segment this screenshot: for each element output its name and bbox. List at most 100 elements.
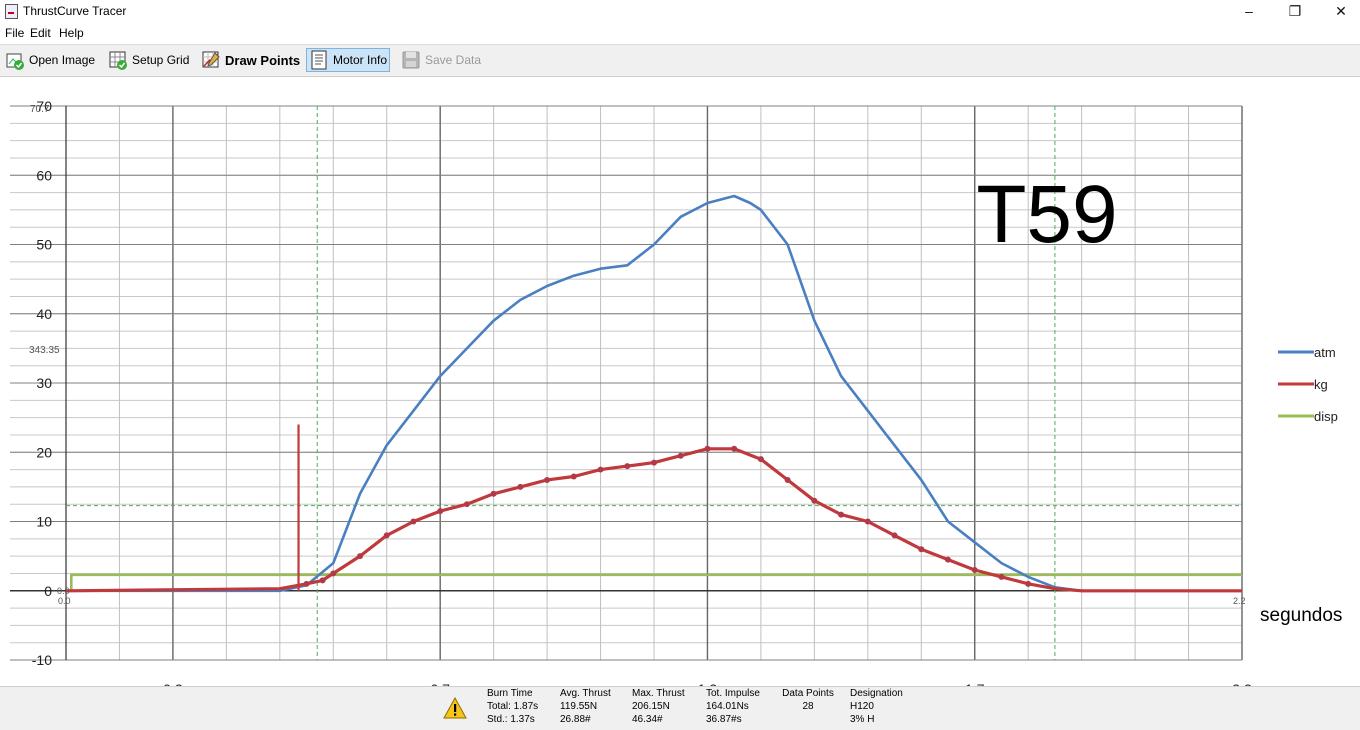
- open-image-button[interactable]: Open Image: [3, 48, 97, 72]
- motor-info-icon: [309, 50, 329, 70]
- data-point-kg[interactable]: [570, 473, 577, 480]
- motor-designation-label: T59: [976, 169, 1117, 260]
- close-button[interactable]: ✕: [1335, 3, 1347, 19]
- y-tick-label: 50: [36, 237, 52, 253]
- setup-grid-icon: [108, 50, 128, 70]
- scale-mid-value: 343.35: [29, 345, 60, 356]
- data-point-kg[interactable]: [330, 570, 337, 577]
- data-point-kg[interactable]: [784, 476, 791, 483]
- y-tick-label: 60: [36, 167, 52, 183]
- menu-edit[interactable]: Edit: [30, 26, 51, 40]
- data-point-kg[interactable]: [357, 553, 363, 560]
- data-point-kg[interactable]: [517, 483, 524, 490]
- save-data-button[interactable]: Save Data: [399, 48, 483, 72]
- data-point-kg[interactable]: [303, 580, 310, 587]
- app-icon: [5, 4, 18, 19]
- setup-grid-label: Setup Grid: [132, 53, 190, 67]
- data-point-kg[interactable]: [463, 501, 470, 508]
- legend-label-disp: disp: [1314, 409, 1338, 424]
- data-point-kg[interactable]: [811, 497, 818, 504]
- toolbar: Open Image Setup Grid Draw Points Motor …: [0, 44, 1360, 77]
- avg-thrust-total: 119.55N: [560, 701, 598, 712]
- origin-x-value: 0.0: [58, 596, 71, 606]
- setup-grid-button[interactable]: Setup Grid: [106, 48, 191, 72]
- designation-std: 3% H: [850, 714, 875, 725]
- y-tick-label: 20: [36, 444, 52, 460]
- y-tick-label: 0: [44, 583, 52, 599]
- burn-time-stat: Burn Time Total: 1.87s Std.: 1.37s: [487, 687, 538, 726]
- status-bar: Burn Time Total: 1.87s Std.: 1.37s Avg. …: [0, 686, 1360, 730]
- data-point-kg[interactable]: [651, 459, 657, 466]
- data-point-kg[interactable]: [490, 490, 497, 497]
- legend-label-kg: kg: [1314, 377, 1328, 392]
- menu-bar: File Edit Help: [0, 24, 1360, 42]
- max-thrust-label: Max. Thrust: [632, 688, 685, 699]
- data-point-kg[interactable]: [410, 518, 417, 525]
- save-data-label: Save Data: [425, 53, 482, 67]
- data-point-kg[interactable]: [838, 511, 845, 518]
- menu-help[interactable]: Help: [59, 26, 84, 40]
- data-point-kg[interactable]: [757, 456, 764, 463]
- tot-impulse-stat: Tot. Impulse 164.01Ns 36.87#s: [706, 687, 760, 726]
- tot-impulse-total: 164.01Ns: [706, 701, 749, 712]
- avg-thrust-std: 26.88#: [560, 714, 591, 725]
- draw-points-label: Draw Points: [225, 52, 301, 68]
- tot-impulse-label: Tot. Impulse: [706, 688, 760, 699]
- series-line-atm: [66, 194, 1242, 593]
- y-tick-label: 10: [36, 514, 52, 530]
- data-point-kg[interactable]: [677, 452, 684, 459]
- avg-thrust-stat: Avg. Thrust 119.55N 26.88#: [560, 687, 611, 726]
- open-image-icon: [5, 50, 25, 70]
- data-point-kg[interactable]: [864, 518, 871, 525]
- data-point-kg[interactable]: [891, 532, 898, 539]
- draw-points-icon: [201, 50, 221, 70]
- origin-y-value: 0.0: [57, 586, 70, 596]
- data-point-kg[interactable]: [544, 476, 551, 483]
- y-tick-label: 30: [36, 375, 52, 391]
- data-point-kg[interactable]: [731, 445, 738, 452]
- menu-file[interactable]: File: [5, 26, 25, 40]
- chart-grid: [10, 105, 1243, 661]
- x-axis-label: segundos: [1260, 605, 1342, 626]
- designation-label: Designation: [850, 688, 903, 699]
- draw-points-button[interactable]: Draw Points: [199, 48, 302, 72]
- motor-info-label: Motor Info: [333, 53, 388, 67]
- max-thrust-std: 46.34#: [632, 714, 663, 725]
- max-thrust-total: 206.15N: [632, 701, 670, 712]
- scale-top-value: 70.7: [30, 104, 50, 115]
- data-point-kg[interactable]: [597, 466, 604, 473]
- end-x-value: 2.2: [1233, 596, 1246, 606]
- warning-icon: [443, 697, 467, 719]
- data-point-kg[interactable]: [319, 577, 326, 584]
- data-point-kg[interactable]: [1025, 580, 1032, 587]
- designation-total: H120: [850, 701, 874, 712]
- open-image-label: Open Image: [29, 53, 96, 67]
- burn-time-total: Total: 1.87s: [487, 701, 539, 712]
- max-thrust-stat: Max. Thrust 206.15N 46.34#: [632, 687, 685, 726]
- maximize-button[interactable]: ❐: [1288, 3, 1302, 19]
- data-point-kg[interactable]: [945, 556, 951, 563]
- window-title: ThrustCurve Tracer: [23, 4, 127, 18]
- legend-label-atm: atm: [1314, 345, 1336, 360]
- data-point-kg[interactable]: [437, 508, 444, 515]
- chart-legend: atm kg disp: [1278, 345, 1338, 424]
- data-points-total: 28: [802, 701, 814, 712]
- data-points-label: Data Points: [782, 688, 834, 699]
- save-icon: [401, 50, 421, 70]
- avg-thrust-label: Avg. Thrust: [560, 688, 611, 699]
- designation-stat: Designation H120 3% H: [850, 687, 903, 726]
- burn-time-label: Burn Time: [487, 688, 533, 699]
- data-point-kg[interactable]: [971, 566, 978, 573]
- chart-series: [65, 194, 1242, 593]
- y-tick-label: 40: [36, 306, 52, 322]
- data-point-kg[interactable]: [998, 573, 1005, 580]
- data-point-kg[interactable]: [704, 445, 711, 452]
- minimize-button[interactable]: –: [1245, 3, 1253, 19]
- motor-info-button[interactable]: Motor Info: [306, 48, 391, 72]
- data-points-stat: Data Points 28: [780, 687, 836, 713]
- data-point-kg[interactable]: [624, 463, 631, 470]
- data-point-kg[interactable]: [383, 532, 390, 539]
- data-point-kg[interactable]: [918, 546, 925, 553]
